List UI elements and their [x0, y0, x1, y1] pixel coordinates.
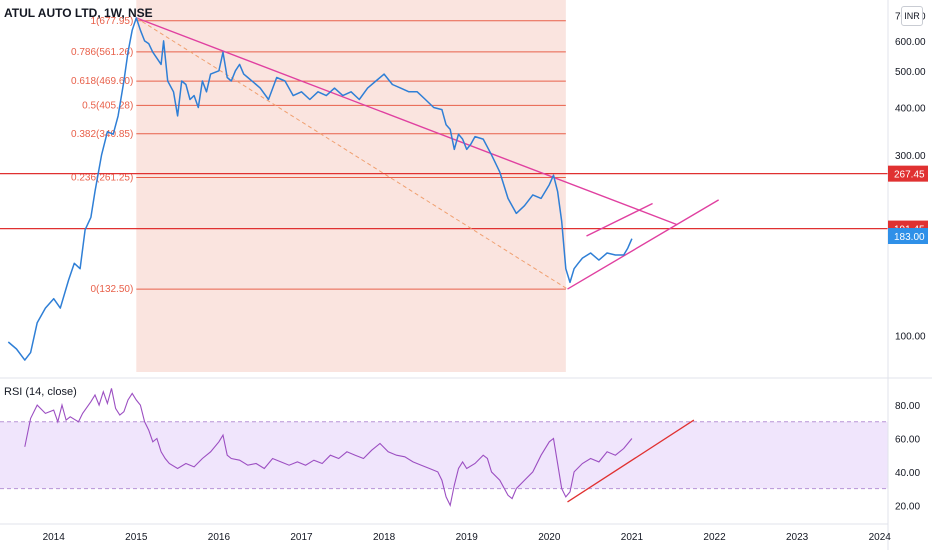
fib-level-label: 0.382(340.85) [71, 129, 133, 140]
price-axis-tick: 300.00 [895, 151, 926, 162]
time-axis-tick: 2014 [43, 532, 66, 543]
fib-level-label: 0.786(561.26) [71, 47, 133, 58]
rsi-axis-tick: 40.00 [895, 468, 920, 479]
time-axis-tick: 2023 [786, 532, 809, 543]
price-axis-tick: 600.00 [895, 37, 926, 48]
rsi-trendline[interactable] [567, 419, 695, 503]
fib-level-label: 0.618(469.60) [71, 76, 133, 87]
fib-level-label: 0.5(405.28) [82, 100, 133, 111]
fib-level-label: 1(677.95) [90, 16, 133, 27]
rsi-axis-tick: 20.00 [895, 501, 920, 512]
time-axis-tick: 2018 [373, 532, 396, 543]
trendline[interactable] [136, 17, 678, 226]
fib-level-label: 0(132.50) [90, 284, 133, 295]
time-axis-tick: 2022 [703, 532, 726, 543]
rsi-axis-tick: 60.00 [895, 434, 920, 445]
chart-title: ATUL AUTO LTD, 1W, NSE [4, 6, 153, 20]
currency-button[interactable]: INR [901, 6, 923, 26]
price-tag [888, 165, 928, 182]
last-price-tag [888, 228, 928, 245]
trendline[interactable] [586, 202, 653, 237]
time-axis-tick: 2016 [208, 532, 231, 543]
time-axis-tick: 2020 [538, 532, 561, 543]
rsi-title: RSI (14, close) [4, 386, 77, 398]
last-price-label: 183.00 [894, 232, 925, 243]
price-tag-label: 267.45 [894, 170, 925, 181]
fib-level-label: 0.236(261.25) [71, 172, 133, 183]
price-axis-tick: 500.00 [895, 67, 926, 78]
price-pane[interactable]: 1(677.95) 0.786(561.26) 0.618(469.60) 0.5(4… [0, 0, 888, 372]
trendline[interactable] [567, 199, 720, 290]
price-line[interactable] [7, 17, 633, 361]
rsi-line[interactable] [24, 388, 633, 507]
rsi-pane[interactable] [0, 388, 888, 507]
time-axis-tick: 2024 [869, 532, 892, 543]
trendline[interactable] [136, 17, 568, 290]
time-axis-tick: 2019 [456, 532, 479, 543]
rsi-axis-tick: 80.00 [895, 401, 920, 412]
price-axis-tick: 400.00 [895, 103, 926, 114]
fib-shaded-area [136, 0, 566, 372]
time-axis-tick: 2017 [290, 532, 313, 543]
time-axis-tick: 2021 [621, 532, 644, 543]
time-axis-tick: 2015 [125, 532, 148, 543]
rsi-band [0, 421, 888, 489]
price-axis-tick: 100.00 [895, 331, 926, 342]
